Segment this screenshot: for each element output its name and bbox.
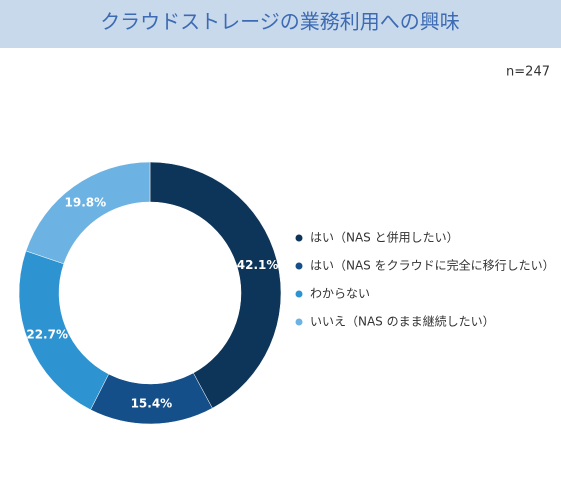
legend-label: わからない — [310, 287, 370, 301]
legend-label: はい（NAS をクラウドに完全に移行したい） — [310, 258, 555, 273]
legend-marker — [295, 318, 303, 326]
donut-segment — [25, 161, 151, 265]
sample-size: n=247 — [506, 65, 550, 80]
legend-marker — [295, 290, 303, 298]
data-label: 15.4% — [131, 396, 173, 410]
legend-marker — [295, 262, 303, 270]
legend-label: いいえ（NAS のまま継続したい） — [310, 314, 495, 329]
legend-label: はい（NAS と併用したい） — [310, 231, 459, 245]
data-label: 42.1% — [237, 258, 279, 272]
donut-segment — [149, 161, 282, 409]
data-label: 19.8% — [65, 195, 107, 209]
data-label: 22.7% — [26, 327, 68, 341]
legend-marker — [295, 234, 303, 242]
title-band — [0, 0, 561, 48]
chart-title: クラウドストレージの業務利用への興味 — [100, 10, 460, 34]
